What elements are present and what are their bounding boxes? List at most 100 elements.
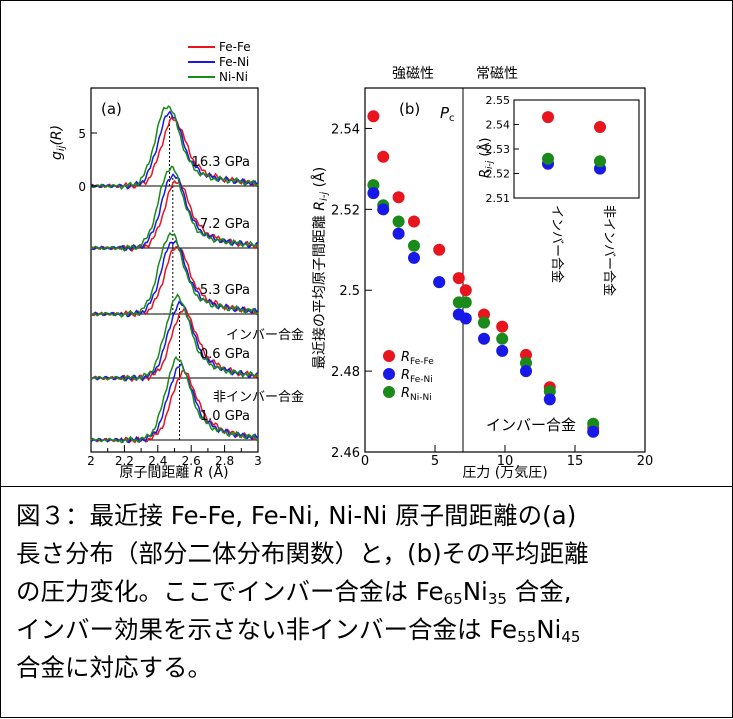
data-point-fe-fe bbox=[408, 215, 420, 228]
data-point-fe-ni bbox=[433, 276, 446, 289]
data-point-fe-fe bbox=[452, 272, 465, 285]
y-tick-label-b: 2.48 bbox=[331, 365, 360, 380]
inset-category-label: インバー合金 bbox=[549, 205, 565, 283]
inset-point-ni-ni bbox=[594, 155, 606, 168]
panel-a-label: (a) bbox=[101, 100, 122, 118]
inset-y-tick-label: 2.53 bbox=[486, 143, 511, 156]
data-point-fe-fe bbox=[367, 110, 380, 123]
trace-pressure-label: 1.0 GPa bbox=[200, 409, 250, 424]
inset-y-ticks: 2.51 2.52 2.53 2.54 2.55 bbox=[486, 94, 519, 205]
data-point-fe-fe bbox=[433, 243, 446, 256]
caption-line-4: インバー効果を示さない非インバー合金は Fe55Ni45 bbox=[16, 615, 581, 646]
caption: 図３：最近接 Fe-Fe, Fe-Ni, Ni-Ni 原子間距離の(a) 長さ分… bbox=[16, 497, 721, 687]
x-tick-label-a: 2 bbox=[87, 454, 95, 468]
data-point-fe-ni bbox=[408, 251, 420, 264]
y-tick-label-b: 2.52 bbox=[331, 203, 360, 218]
curve-a-ni-ni bbox=[90, 355, 259, 444]
x-tick-label-a: 2.8 bbox=[215, 454, 234, 468]
y-tick-label-a: 0 bbox=[78, 180, 86, 194]
legend-b-label: RFe-Fe bbox=[401, 350, 434, 367]
x-tick-label-b: 5 bbox=[431, 454, 439, 469]
trace-pressure-label: 7.2 GPa bbox=[200, 217, 250, 232]
data-point-ni-ni bbox=[478, 316, 490, 329]
trace-alloy-label: 非インバー合金 bbox=[213, 389, 304, 405]
data-point-fe-ni bbox=[459, 312, 472, 325]
data-point-fe-ni bbox=[496, 344, 509, 357]
pc-label: Pc bbox=[440, 104, 455, 124]
legend-a-label: Ni-Ni bbox=[219, 70, 248, 84]
trace-pressure-label: 0.6 GPa bbox=[200, 347, 250, 362]
ferro-label: 強磁性 bbox=[392, 66, 434, 82]
inset-category-label: 非インバー合金 bbox=[601, 205, 617, 296]
curve-a-ni-ni bbox=[90, 293, 259, 382]
inset-y-label: Ri-j (Å) bbox=[477, 138, 495, 178]
data-point-fe-ni bbox=[543, 393, 556, 406]
data-point-ni-ni bbox=[408, 239, 420, 252]
legend-b-marker bbox=[383, 368, 395, 380]
data-point-fe-fe bbox=[459, 284, 472, 297]
inset-y-tick-label: 2.54 bbox=[486, 119, 511, 132]
trace-alloy-label: インバー合金 bbox=[226, 327, 304, 343]
inset: 2.51 2.52 2.53 2.54 2.55 Ri-j (Å) インバー合金 非インバ… bbox=[477, 94, 640, 296]
data-point-fe-ni bbox=[520, 365, 532, 378]
legend-b-marker bbox=[383, 350, 395, 362]
data-point-fe-ni bbox=[377, 203, 390, 216]
curve-a-fe-fe bbox=[90, 245, 259, 318]
legend-a-label: Fe-Fe bbox=[219, 40, 251, 54]
curve-a-ni-ni bbox=[90, 105, 259, 191]
legend-b-marker bbox=[383, 386, 395, 398]
trace-pressure-label: 5.3 GPa bbox=[200, 283, 250, 298]
caption-line-1: 図３：最近接 Fe-Fe, Fe-Ni, Ni-Ni 原子間距離の(a) bbox=[16, 501, 577, 530]
data-point-fe-ni bbox=[478, 332, 490, 345]
data-point-ni-ni bbox=[459, 296, 472, 309]
caption-line-2: 長さ分布（部分二体分布関数）と，(b)その平均距離 bbox=[16, 539, 589, 568]
y-tick-label-b: 2.46 bbox=[331, 446, 360, 461]
data-point-fe-ni bbox=[392, 227, 405, 240]
y-ticks-a: 05 bbox=[78, 127, 97, 194]
x-axis-label-b: 圧力 (万気圧) bbox=[462, 465, 547, 481]
inset-y-tick-label: 2.55 bbox=[486, 94, 511, 107]
x-tick-label-b: 10 bbox=[497, 454, 514, 469]
data-point-ni-ni bbox=[392, 215, 405, 228]
x-tick-label-a: 2.4 bbox=[148, 454, 167, 468]
legend-b-label: RNi-Ni bbox=[401, 386, 432, 403]
x-tick-label-b: 20 bbox=[637, 454, 654, 469]
x-tick-label-a: 2.2 bbox=[115, 454, 134, 468]
y-ticks-b: 2.46 2.48 2.5 2.52 2.54 bbox=[331, 122, 372, 461]
curve-a-fe-ni bbox=[90, 239, 259, 318]
para-label: 常磁性 bbox=[476, 66, 518, 82]
invar-label-b: インバー合金 bbox=[486, 416, 576, 434]
data-point-fe-ni bbox=[587, 425, 600, 438]
x-tick-label-a: 3 bbox=[254, 454, 262, 468]
inset-y-tick-label: 2.52 bbox=[486, 168, 511, 181]
caption-box: 図３：最近接 Fe-Fe, Fe-Ni, Ni-Ni 原子間距離の(a) 長さ分… bbox=[0, 486, 733, 719]
legend-a-label: Fe-Ni bbox=[219, 55, 249, 69]
inset-point-ni-ni bbox=[542, 152, 554, 165]
x-ticks-a: 2 2.2 2.4 2.6 2.8 3 bbox=[87, 445, 262, 468]
curve-a-fe-ni bbox=[90, 300, 258, 382]
x-axis-label-a: 原子間距離 R (Å) bbox=[119, 464, 228, 481]
x-tick-label-b: 0 bbox=[361, 454, 369, 469]
panel-b: 強磁性 常磁性 Pc (b) 0 5 10 15 20 2.46 2.48 2.5 2.52 2… bbox=[311, 66, 653, 481]
x-tick-label-b: 15 bbox=[567, 454, 584, 469]
curve-a-fe-fe bbox=[90, 369, 259, 444]
data-point-ni-ni bbox=[496, 332, 509, 345]
data-point-fe-fe bbox=[392, 191, 405, 204]
y-tick-label-b: 2.5 bbox=[339, 284, 360, 299]
inset-point-fe-fe bbox=[594, 120, 606, 133]
curve-a-ni-ni bbox=[90, 231, 259, 318]
curves-a bbox=[90, 105, 259, 444]
x-tick-label-a: 2.6 bbox=[182, 454, 201, 468]
caption-line-5: 合金に対応する。 bbox=[16, 653, 212, 682]
points-b bbox=[367, 110, 600, 438]
inset-point-fe-fe bbox=[542, 111, 554, 124]
trace-labels-a: 16.3 GPa 7.2 GPa 5.3 GPa 0.6 GPa インバー合金 1.0 G… bbox=[192, 155, 304, 424]
caption-line-3: の圧力変化。ここでインバー合金は Fe65Ni35 合金, bbox=[16, 577, 572, 608]
inset-points bbox=[542, 111, 606, 175]
panel-b-label: (b) bbox=[399, 100, 420, 118]
data-point-fe-ni bbox=[367, 187, 380, 200]
